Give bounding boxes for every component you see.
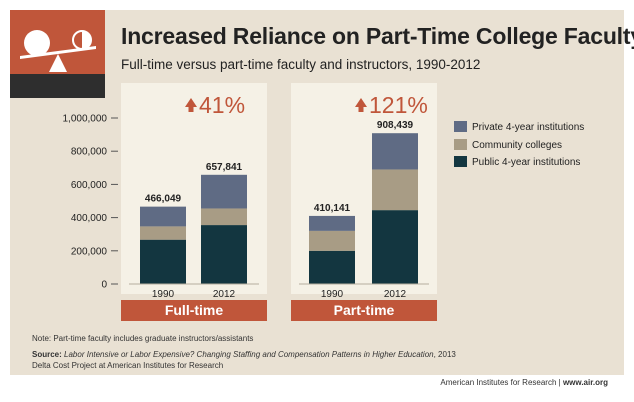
legend-label: Private 4-year institutions [472,122,584,133]
logo-left-circle [24,30,50,56]
percent-change-label: 41% [199,92,245,118]
x-tick-label: 2012 [384,289,407,300]
chart-source-organization: Delta Cost Project at American Institute… [32,361,224,370]
source-title: Labor Intensive or Labor Expensive? Chan… [64,350,434,359]
legend-label: Community colleges [472,140,562,151]
footer-separator: | [556,378,563,387]
percent-change-label: 121% [369,92,428,118]
y-tick-label: 200,000 [71,246,108,257]
source-year: , 2013 [433,350,456,359]
bar-total-label: 908,439 [377,120,414,131]
up-arrow-icon [355,98,367,112]
bar-segment-public-4-year-institutions [140,239,186,284]
chart-title: Increased Reliance on Part-Time College … [121,23,634,49]
y-tick-label: 800,000 [71,147,108,158]
bar-segment-private-4-year-institutions [309,215,355,231]
x-tick-label: 1990 [321,289,344,300]
legend-swatch [454,139,467,150]
chart-source: Source: Labor Intensive or Labor Expensi… [32,350,456,359]
logo-right-half [82,31,91,49]
x-tick-label: 1990 [152,289,175,300]
y-tick-label: 400,000 [71,213,108,224]
panel-banner [291,300,437,321]
legend-swatch [454,156,467,167]
bar-segment-private-4-year-institutions [140,206,186,227]
footer-credit: American Institutes for Research | www.a… [440,378,608,387]
bar-segment-public-4-year-institutions [309,250,355,284]
logo-fulcrum [49,54,67,72]
x-tick-label: 2012 [213,289,236,300]
footer-org: American Institutes for Research [440,378,557,387]
up-arrow-icon [185,98,197,112]
bar-segment-community-colleges [372,169,418,211]
panel-banner [121,300,267,321]
footer-url-link[interactable]: www.air.org [562,378,608,387]
bar-total-label: 466,049 [145,194,182,205]
y-tick-label: 1,000,000 [63,114,108,125]
stacked-bar-chart: 41% 466,049 1990 657,841 2012 Full-time 121% 41… [63,83,584,321]
panel-label: Part-time [334,302,395,318]
source-label: Source: [32,350,62,359]
bar-segment-public-4-year-institutions [372,210,418,284]
bar-segment-community-colleges [309,230,355,251]
y-tick-label: 0 [101,280,107,291]
chart-subtitle: Full-time versus part-time faculty and i… [121,57,481,72]
chart-note: Note: Part-time faculty includes graduat… [32,334,254,343]
bar-total-label: 410,141 [314,203,351,214]
footer-bar: American Institutes for Research | www.a… [10,375,624,392]
legend-label: Public 4-year institutions [472,157,580,168]
bar-segment-private-4-year-institutions [372,133,418,170]
y-tick-label: 600,000 [71,180,108,191]
bar-segment-community-colleges [201,208,247,226]
bar-segment-public-4-year-institutions [201,225,247,284]
balance-scale-logo [10,10,105,98]
legend-swatch [454,121,467,132]
bar-segment-private-4-year-institutions [201,174,247,209]
bar-segment-community-colleges [140,226,186,240]
panel-label: Full-time [165,302,224,318]
infographic-frame: Increased Reliance on Part-Time College … [10,10,634,392]
bar-total-label: 657,841 [206,162,243,173]
logo-base [10,74,105,98]
